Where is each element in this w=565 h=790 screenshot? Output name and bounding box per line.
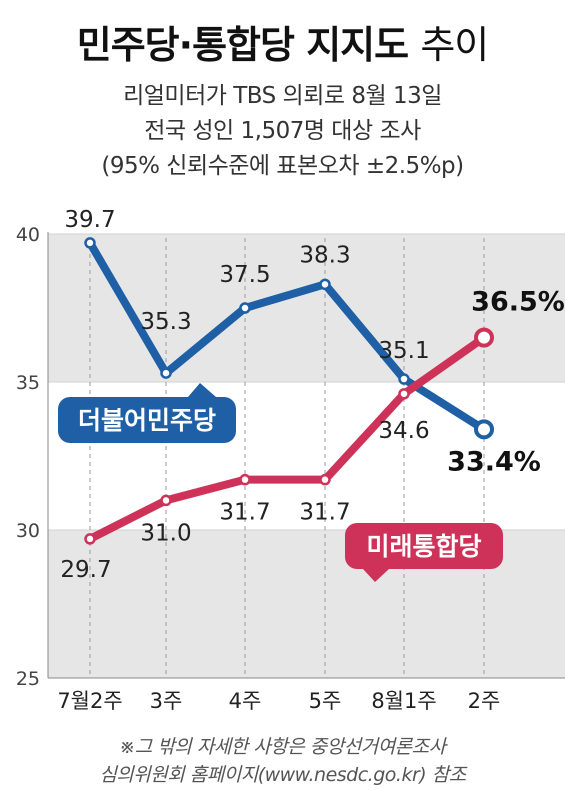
series-tag-label-democratic: 더불어민주당 [78, 406, 216, 435]
series-tag-pointer-unified [363, 569, 389, 582]
democratic-data-label: 33.4% [447, 446, 541, 477]
x-tick-label: 8월1주 [371, 689, 436, 713]
point-democratic [474, 419, 494, 440]
subtitle-line-1: 리얼미터가 TBS 의뢰로 8월 13일 [123, 83, 442, 109]
footnote-line-2: 심의위원회 홈페이지(www.nesdc.go.kr) 참조 [99, 764, 466, 786]
series-tag-label-unified: 미래통합당 [366, 532, 481, 561]
point-democratic [319, 278, 331, 291]
unified-data-label: 29.7 [60, 557, 111, 583]
x-tick-label: 3주 [150, 689, 183, 713]
point-unified [84, 533, 96, 545]
point-democratic [160, 367, 172, 379]
footnote-line-1: ※그 밖의 자세한 사항은 중앙선거여론조사 [119, 736, 446, 758]
point-unified [474, 327, 494, 348]
subtitle-line-3: (95% 신뢰수준에 표본오차 ±2.5%p) [101, 153, 464, 179]
series-tag-democratic [58, 397, 236, 443]
title-light: 추이 [420, 23, 489, 67]
title-bold: 민주당·통합당 지지도 [76, 23, 409, 67]
series-line-unified [86, 333, 488, 543]
subtitle-line-2: 전국 성인 1,507명 대상 조사 [144, 118, 421, 144]
x-tick-label: 7월2주 [57, 689, 122, 713]
unified-data-label: 31.7 [219, 500, 270, 526]
x-tick-label: 2주 [468, 689, 501, 713]
point-democratic [84, 237, 96, 249]
x-tick-label: 4주 [229, 689, 262, 713]
democratic-data-label: 38.3 [299, 242, 350, 268]
unified-data-label: 34.6 [378, 418, 429, 444]
y-tick-label: 30 [16, 520, 40, 542]
chart-title: 민주당·통합당 지지도 추이 [0, 14, 565, 69]
point-democratic [239, 302, 251, 314]
democratic-data-label: 35.1 [378, 338, 429, 364]
series-tag-pointer-democratic [188, 383, 216, 397]
point-unified [398, 388, 410, 400]
series-tag-unified [345, 523, 503, 569]
unified-data-label: 31.0 [140, 520, 191, 546]
unified-data-label: 36.5% [471, 287, 565, 318]
democratic-data-label: 39.7 [64, 207, 115, 233]
point-unified [319, 473, 331, 486]
y-tick-label: 40 [16, 224, 40, 246]
x-tick-label: 5주 [309, 689, 342, 713]
democratic-data-label: 37.5 [219, 262, 270, 288]
y-tick-label: 35 [16, 372, 40, 394]
y-tick-label: 25 [16, 668, 40, 690]
point-democratic [398, 373, 410, 385]
grid-band [48, 234, 565, 382]
unified-data-label: 31.7 [299, 500, 350, 526]
democratic-data-label: 35.3 [140, 309, 191, 335]
point-unified [239, 473, 251, 486]
point-unified [160, 494, 172, 507]
